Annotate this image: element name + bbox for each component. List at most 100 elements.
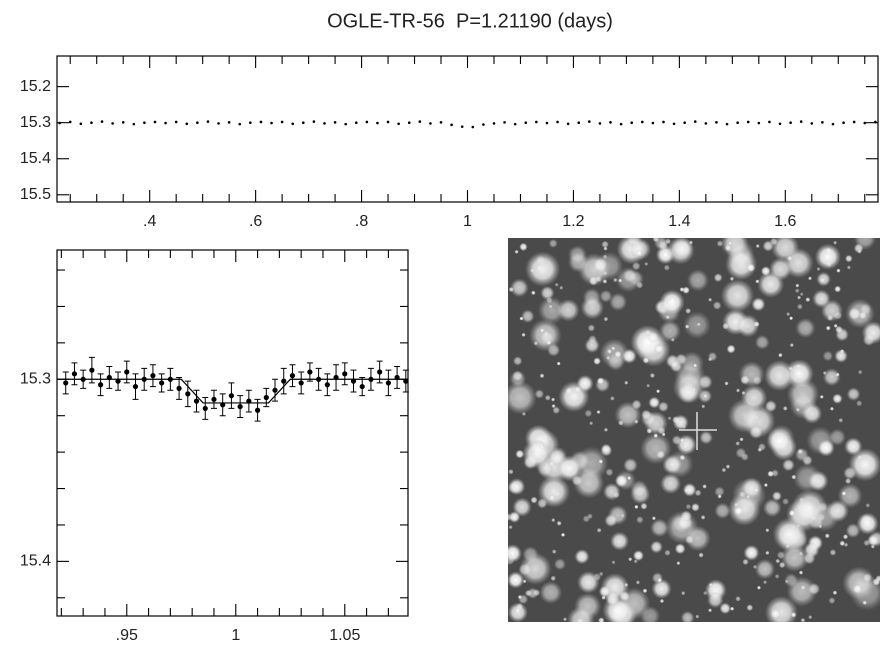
data-point [272, 387, 278, 393]
data-point [124, 369, 130, 375]
data-point [640, 120, 644, 124]
data-point [63, 380, 69, 386]
star [679, 437, 685, 443]
star [836, 268, 841, 273]
star [508, 469, 514, 475]
star [560, 532, 566, 537]
data-point [167, 376, 173, 382]
star [680, 610, 695, 622]
star [603, 246, 608, 251]
star [749, 425, 763, 440]
star [648, 396, 661, 409]
star [794, 288, 800, 294]
data-point [376, 121, 379, 125]
star [509, 370, 527, 388]
data-point [342, 371, 348, 377]
star [682, 444, 688, 450]
data-point [503, 121, 506, 124]
star [844, 254, 853, 263]
star [865, 503, 871, 508]
star [657, 240, 669, 251]
star [517, 594, 522, 600]
star [789, 391, 818, 420]
star [521, 411, 527, 417]
star [712, 586, 717, 591]
star [653, 343, 664, 354]
star [621, 348, 637, 364]
star [698, 374, 713, 390]
star [584, 409, 593, 418]
star [521, 309, 535, 324]
data-point [193, 398, 200, 404]
data-point [143, 121, 146, 124]
star [822, 368, 841, 387]
star [842, 534, 849, 540]
data-point [439, 121, 443, 124]
star [762, 498, 782, 518]
star [819, 394, 824, 399]
star [598, 617, 605, 622]
star [694, 489, 702, 497]
star [684, 525, 711, 552]
star [663, 264, 671, 271]
star [598, 585, 611, 598]
x-tick-label: .8 [355, 213, 368, 230]
star [588, 334, 597, 344]
star [799, 292, 804, 297]
data-point [98, 382, 104, 388]
data-point [90, 121, 93, 124]
star [862, 600, 868, 605]
star [611, 346, 616, 351]
star [730, 606, 735, 611]
star [725, 464, 731, 469]
star [529, 318, 562, 352]
star [540, 285, 555, 301]
star [634, 504, 639, 510]
data-point [377, 369, 383, 375]
star [627, 270, 644, 287]
star [610, 531, 630, 551]
star [782, 458, 795, 472]
star [736, 314, 760, 338]
star [664, 549, 671, 556]
star [659, 598, 665, 604]
star [657, 426, 666, 435]
star [563, 617, 568, 622]
star [567, 245, 587, 265]
star [671, 238, 694, 260]
star [852, 583, 863, 594]
star [630, 479, 649, 499]
star [765, 528, 770, 533]
data-point [630, 121, 633, 124]
star [559, 285, 564, 290]
data-point [164, 121, 167, 125]
star [554, 282, 559, 287]
star [686, 269, 709, 292]
data-point [174, 120, 178, 124]
star [604, 513, 618, 528]
star [614, 350, 622, 359]
star [596, 527, 602, 533]
data-point [249, 121, 252, 124]
star [691, 502, 700, 512]
star [596, 410, 601, 415]
star [796, 303, 803, 310]
star [842, 566, 876, 600]
data-point [302, 121, 305, 124]
star [699, 430, 713, 445]
star [716, 240, 724, 247]
star [650, 518, 669, 538]
star [788, 366, 793, 371]
star [807, 582, 821, 596]
star [828, 597, 836, 605]
star [551, 549, 557, 554]
star [735, 596, 741, 602]
star [508, 525, 513, 530]
star [603, 316, 609, 322]
data-point [298, 380, 304, 386]
star [577, 571, 600, 594]
star [816, 267, 821, 272]
data-point [185, 122, 189, 126]
star [620, 513, 625, 518]
